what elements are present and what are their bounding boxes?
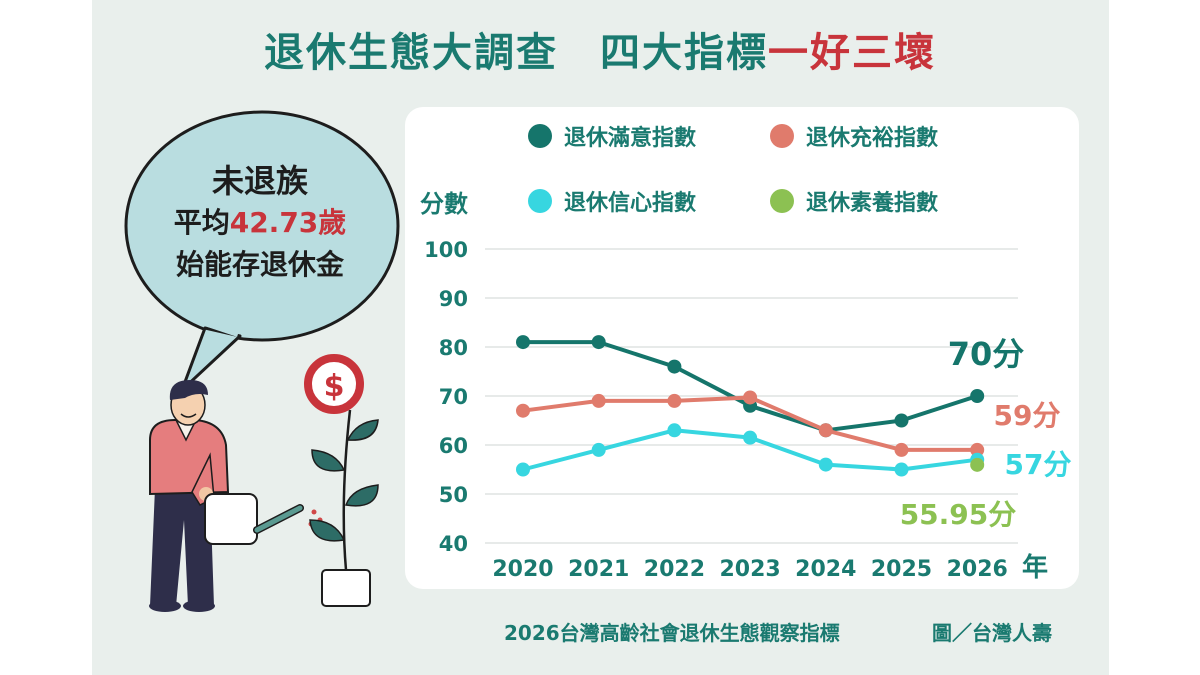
y-tick-label: 100 — [424, 238, 468, 262]
data-point — [743, 390, 758, 405]
data-point — [970, 457, 985, 472]
data-point — [970, 442, 985, 457]
x-axis-label: 年 — [1022, 552, 1048, 583]
x-tick-label: 2023 — [719, 557, 780, 582]
data-point — [516, 335, 530, 350]
watering-can-icon — [204, 493, 323, 545]
data-point — [818, 457, 833, 472]
data-point — [591, 442, 606, 457]
y-tick-label: 50 — [439, 483, 468, 507]
data-point — [894, 413, 909, 428]
x-tick-label: 2024 — [795, 557, 856, 582]
y-tick-label: 60 — [439, 434, 468, 458]
legend-label: 退休充裕指數 — [806, 125, 938, 151]
end-value-label: 59分 — [994, 399, 1061, 432]
series-line — [523, 340, 978, 433]
legend-marker — [528, 124, 552, 148]
bubble-line1: 未退族 — [211, 162, 308, 200]
data-point — [894, 442, 909, 457]
dollar-icon: $ — [324, 369, 345, 404]
bubble-average-age: 42.73歲 — [229, 206, 347, 239]
page-title: 退休生態大調查 四大指標一好三壞 — [100, 20, 1100, 78]
source-note: 2026台灣高齡社會退休生態觀察指標 — [504, 621, 840, 645]
person-illustration — [149, 380, 230, 612]
x-tick-label: 2020 — [492, 557, 553, 582]
data-point — [667, 423, 682, 438]
end-value-label: 55.95分 — [900, 498, 1017, 531]
y-tick-label: 40 — [439, 532, 468, 556]
legend-marker — [770, 124, 794, 148]
bubble-text: 未退族 平均42.73歲 始能存退休金 — [140, 160, 380, 286]
bubble-line2: 平均42.73歲 — [140, 202, 380, 244]
x-tick-label: 2022 — [644, 557, 705, 582]
chart-panel — [405, 107, 1079, 589]
x-tick-label: 2025 — [871, 557, 932, 582]
illustration: $ — [124, 110, 400, 612]
legend-label: 退休滿意指數 — [564, 125, 696, 151]
data-point — [743, 430, 758, 445]
data-point — [591, 335, 606, 350]
data-point — [818, 423, 833, 438]
y-tick-label: 80 — [439, 336, 468, 360]
image-credit: 圖／台灣人壽 — [932, 621, 1052, 645]
y-axis-label: 分數 — [420, 190, 468, 218]
x-tick-label: 2026 — [947, 557, 1008, 582]
legend-marker — [770, 189, 794, 213]
data-point — [516, 403, 530, 418]
speech-bubble — [124, 110, 400, 392]
legend-label: 退休素養指數 — [806, 190, 938, 216]
data-point — [894, 462, 909, 477]
data-point — [970, 389, 985, 403]
bubble-line2-prefix: 平均 — [173, 206, 230, 239]
x-tick-label: 2021 — [568, 557, 629, 582]
legend-label: 退休信心指數 — [564, 190, 696, 216]
title-highlight: 一好三壞 — [768, 30, 936, 76]
y-tick-label: 70 — [439, 385, 468, 409]
bubble-line3: 始能存退休金 — [175, 248, 344, 281]
plant-illustration: $ — [304, 354, 379, 607]
title-main: 退休生態大調查 四大指標 — [264, 30, 768, 76]
data-point — [667, 393, 682, 408]
data-point — [667, 359, 682, 374]
legend-marker — [528, 189, 552, 213]
end-value-label: 70分 — [948, 335, 1025, 373]
end-value-label: 57分 — [1005, 448, 1072, 481]
data-point — [591, 393, 606, 408]
data-point — [516, 462, 530, 477]
y-tick-label: 90 — [439, 287, 468, 311]
